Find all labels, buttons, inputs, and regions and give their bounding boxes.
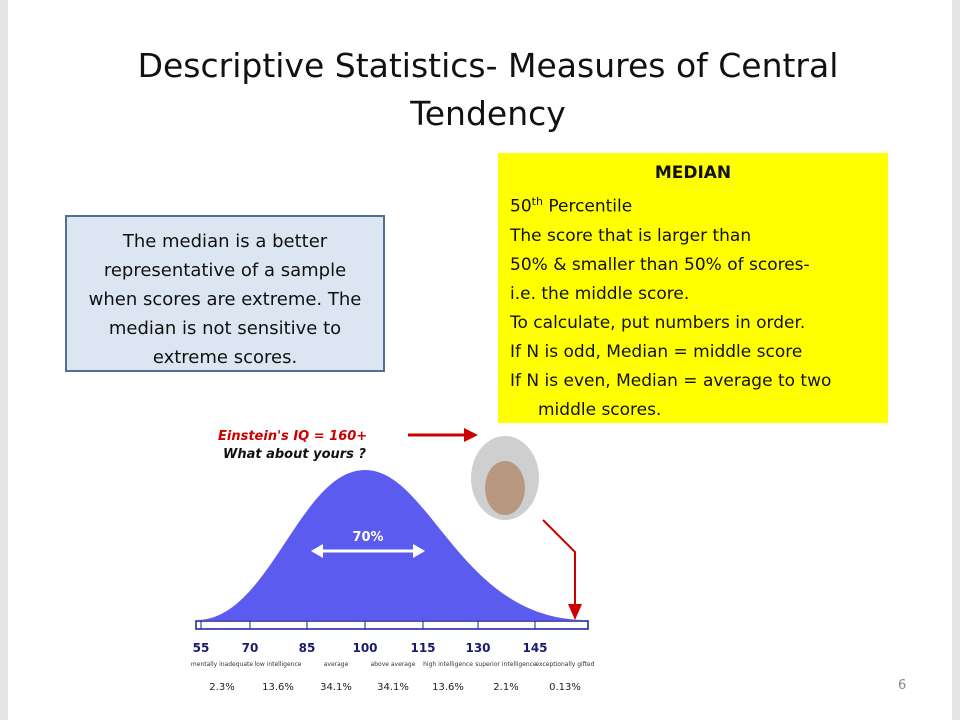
percentile-line: 50th Percentile (510, 187, 876, 222)
range-arrowheads (311, 544, 425, 558)
drop-head (568, 604, 582, 620)
slide-title: Descriptive Statistics- Measures of Cent… (137, 46, 839, 133)
pointer-head (464, 428, 478, 442)
bell-curve (198, 470, 583, 620)
band-label: above average (371, 661, 416, 668)
axis-tick-label: 70 (242, 641, 259, 655)
axis-tick-label: 85 (299, 641, 316, 655)
median-line: To calculate, put numbers in order. (510, 312, 806, 333)
band-label: low intelligence (255, 661, 302, 668)
band-label: high intelligence (423, 661, 473, 668)
axis-tick-label: 115 (410, 641, 435, 655)
median-line: If N is odd, Median = middle score (510, 341, 803, 362)
note-box: The median is a better representative of… (65, 215, 385, 372)
band-percent: 13.6% (262, 682, 294, 693)
page-number: 6 (898, 678, 907, 693)
median-box: MEDIAN 50th Percentile The score that is… (498, 153, 888, 423)
percentile-number: 50 (510, 196, 532, 217)
median-line: i.e. the middle score. (510, 283, 690, 304)
band-percent: 2.1% (493, 682, 518, 693)
drop-line (542, 519, 576, 605)
axis-tick-label: 145 (522, 641, 547, 655)
median-lines: The score that is larger than 50% & small… (510, 222, 876, 425)
axis-bar (195, 620, 589, 630)
band-label: exceptionally gifted (535, 661, 594, 668)
percentile-suffix: th (531, 195, 543, 208)
median-line: 50% & smaller than 50% of scores- (510, 254, 810, 275)
axis-tick-label: 130 (465, 641, 490, 655)
median-line: The score that is larger than (510, 225, 752, 246)
note-text: The median is a better representative of… (88, 231, 362, 368)
einstein-annotation: Einstein's IQ = 160+ (218, 429, 367, 444)
axis-tick-label: 55 (193, 641, 210, 655)
question: What about yours ? (223, 447, 366, 462)
iq-figure: Einstein's IQ = 160+ What about yours ? 70… (191, 428, 595, 693)
band-label: superior intelligence (475, 661, 537, 668)
band-percent: 13.6% (432, 682, 464, 693)
axis-tick-label: 100 (352, 641, 377, 655)
median-line: middle scores. (538, 399, 662, 420)
range-label: 70% (352, 530, 383, 545)
band-label: mentally inadequate (191, 661, 253, 668)
einstein-face (485, 461, 525, 515)
median-line: If N is even, Median = average to two (510, 370, 832, 391)
band-percent: 0.13% (549, 682, 581, 693)
band-percent: 34.1% (320, 682, 352, 693)
band-label: average (324, 661, 349, 668)
median-heading: MEDIAN (654, 163, 732, 183)
percentile-text: Percentile (548, 196, 633, 217)
band-percent: 2.3% (209, 682, 234, 693)
band-percent: 34.1% (377, 682, 409, 693)
